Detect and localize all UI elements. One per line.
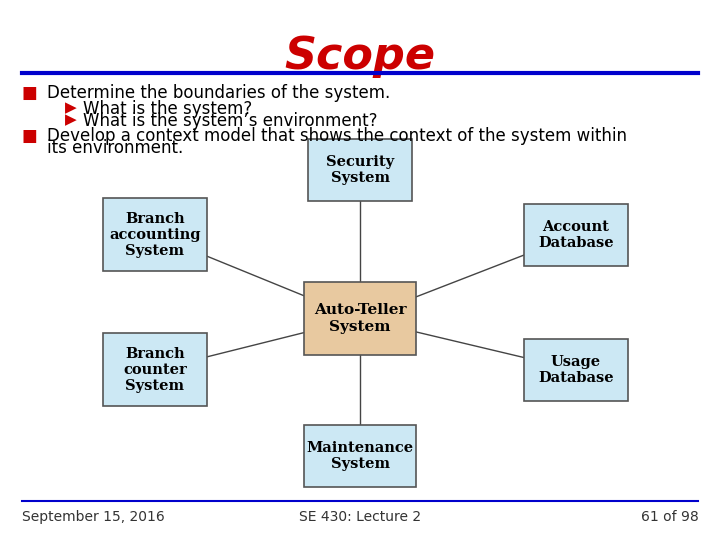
Text: Branch
counter
System: Branch counter System bbox=[123, 347, 186, 393]
Text: ■: ■ bbox=[22, 127, 37, 145]
Text: Develop a context model that shows the context of the system within: Develop a context model that shows the c… bbox=[47, 127, 627, 145]
Text: SE 430: Lecture 2: SE 430: Lecture 2 bbox=[299, 510, 421, 524]
FancyBboxPatch shape bbox=[524, 204, 628, 266]
FancyBboxPatch shape bbox=[308, 139, 412, 201]
FancyBboxPatch shape bbox=[103, 333, 207, 406]
Text: 61 of 98: 61 of 98 bbox=[641, 510, 698, 524]
Text: ■: ■ bbox=[22, 84, 37, 102]
Text: Auto-Teller
System: Auto-Teller System bbox=[314, 303, 406, 334]
Text: What is the system?: What is the system? bbox=[83, 100, 252, 118]
Text: What is the system’s environment?: What is the system’s environment? bbox=[83, 112, 377, 130]
Text: ▶: ▶ bbox=[65, 112, 76, 127]
Text: Account
Database: Account Database bbox=[538, 220, 614, 250]
FancyBboxPatch shape bbox=[103, 199, 207, 271]
Text: Determine the boundaries of the system.: Determine the boundaries of the system. bbox=[47, 84, 390, 102]
Text: Branch
accounting
System: Branch accounting System bbox=[109, 212, 201, 258]
Text: Maintenance
System: Maintenance System bbox=[307, 441, 413, 471]
Text: Usage
Database: Usage Database bbox=[538, 355, 614, 385]
FancyBboxPatch shape bbox=[304, 426, 416, 487]
FancyBboxPatch shape bbox=[524, 339, 628, 401]
Text: its environment.: its environment. bbox=[47, 139, 183, 157]
FancyBboxPatch shape bbox=[304, 282, 416, 355]
Text: Scope: Scope bbox=[284, 35, 436, 78]
Text: ▶: ▶ bbox=[65, 100, 76, 115]
Text: Security
System: Security System bbox=[326, 155, 394, 185]
Text: September 15, 2016: September 15, 2016 bbox=[22, 510, 164, 524]
